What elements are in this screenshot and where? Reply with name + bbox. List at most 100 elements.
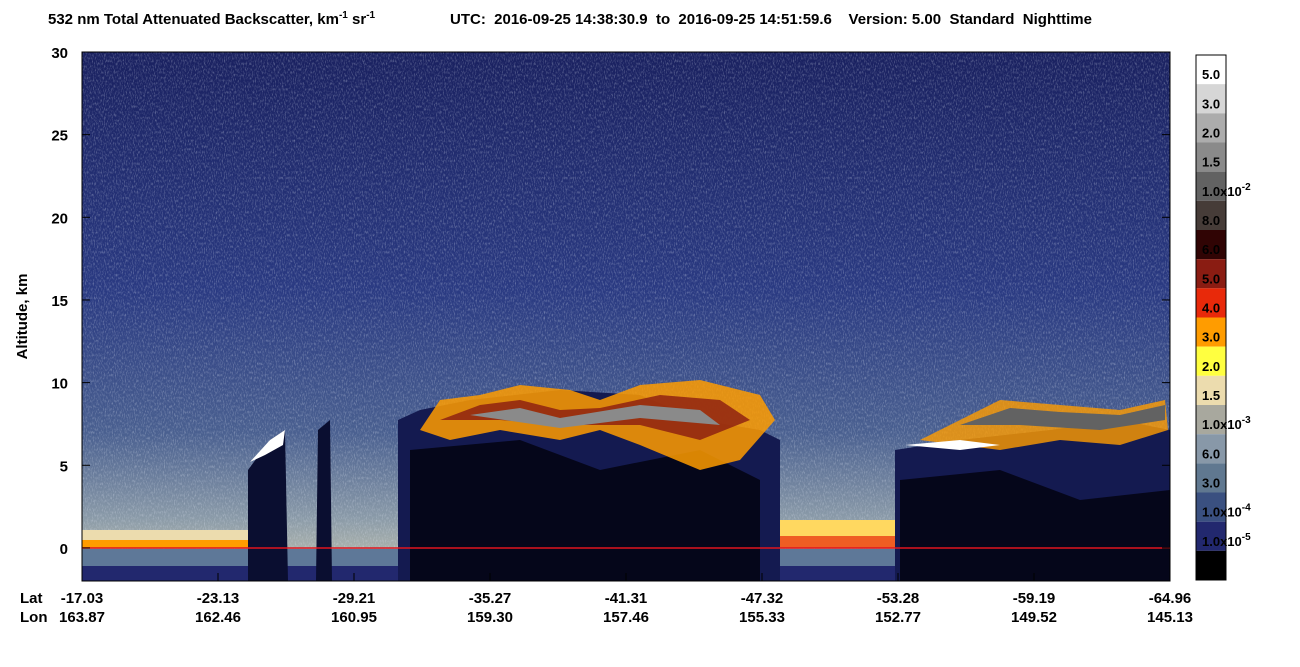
lat-label: -29.21 xyxy=(333,590,376,607)
y-tick-label: 10 xyxy=(51,376,68,393)
lat-label: -17.03 xyxy=(61,590,104,607)
colorbar-label-text: 4.0 xyxy=(1202,301,1220,316)
colorbar: 5.03.02.01.51.0x10-28.06.05.04.03.02.01.… xyxy=(1195,54,1251,581)
lon-label: 159.30 xyxy=(467,609,513,626)
y-tick-label: 15 xyxy=(51,293,68,310)
x-row-label: Lat xyxy=(20,590,43,607)
colorbar-label: 5.0 xyxy=(1202,67,1220,82)
colorbar-label-text: 5.0 xyxy=(1202,67,1220,82)
cloud xyxy=(905,440,1000,450)
colorbar-label: 1.0x10-5 xyxy=(1202,532,1251,549)
colorbar-label-text: 6.0 xyxy=(1202,242,1220,257)
colorbar-label-exponent: -2 xyxy=(1242,182,1251,193)
colorbar-label-exponent: -4 xyxy=(1242,503,1251,514)
colorbar-swatch xyxy=(1196,346,1226,376)
aerosol xyxy=(82,540,252,548)
title-text: sr xyxy=(348,11,367,28)
colorbar-label-text: 3.0 xyxy=(1202,330,1220,345)
x-row-label: Lon xyxy=(20,609,48,626)
colorbar-label: 5.0 xyxy=(1202,271,1220,286)
lat-label: -59.19 xyxy=(1013,590,1056,607)
cloud-column xyxy=(900,470,1170,581)
cloud xyxy=(960,405,1165,430)
y-tick-label: 20 xyxy=(51,210,68,227)
title-text: 532 nm Total Attenuated Backscatter, km xyxy=(48,11,339,28)
colorbar-swatch xyxy=(1196,230,1226,260)
colorbar-swatch xyxy=(1196,463,1226,493)
lon-label: 162.46 xyxy=(195,609,241,626)
colorbar-label: 3.0 xyxy=(1202,96,1220,111)
colorbar-frame xyxy=(1195,54,1227,581)
backscatter-image xyxy=(82,52,1170,581)
colorbar-swatch xyxy=(1196,521,1226,551)
colorbar-label-text: 2.0 xyxy=(1202,359,1220,374)
colorbar-swatch xyxy=(1196,434,1226,464)
cloud-column xyxy=(248,430,288,581)
lon-label: 160.95 xyxy=(331,609,377,626)
colorbar-label: 8.0 xyxy=(1202,213,1220,228)
y-tick-label: 25 xyxy=(51,128,68,145)
colorbar-swatch xyxy=(1196,84,1226,114)
title-superscript: -1 xyxy=(339,10,348,21)
cloud-column xyxy=(410,440,760,581)
y-tick-label: 0 xyxy=(60,541,68,558)
chart-subtitle: UTC: 2016-09-25 14:38:30.9 to 2016-09-25… xyxy=(450,11,1092,28)
lon-label: 149.52 xyxy=(1011,609,1057,626)
colorbar-label: 2.0 xyxy=(1202,126,1220,141)
colorbar-swatch xyxy=(1196,375,1226,405)
chart-title: 532 nm Total Attenuated Backscatter, km-… xyxy=(48,10,376,28)
aerosol xyxy=(780,536,895,548)
colorbar-label-text: 3.0 xyxy=(1202,96,1220,111)
colorbar-label-text: 1.0x10 xyxy=(1202,505,1242,520)
colorbar-label: 1.5 xyxy=(1202,388,1220,403)
colorbar-swatch xyxy=(1196,171,1226,201)
colorbar-label-text: 5.0 xyxy=(1202,271,1220,286)
colorbar-swatch xyxy=(1196,113,1226,143)
colorbar-label: 1.0x10-4 xyxy=(1202,503,1251,520)
colorbar-label-text: 3.0 xyxy=(1202,476,1220,491)
colorbar-label-text: 1.5 xyxy=(1202,155,1220,170)
colorbar-swatch xyxy=(1196,492,1226,522)
lat-label: -23.13 xyxy=(197,590,240,607)
colorbar-label: 3.0 xyxy=(1202,330,1220,345)
colorbar-swatch xyxy=(1196,317,1226,347)
colorbar-swatch xyxy=(1196,142,1226,172)
colorbar-label-text: 1.0x10 xyxy=(1202,184,1242,199)
colorbar-label-exponent: -5 xyxy=(1242,532,1251,543)
colorbar-label: 3.0 xyxy=(1202,476,1220,491)
lon-label: 157.46 xyxy=(603,609,649,626)
colorbar-label: 6.0 xyxy=(1202,446,1220,461)
lon-label: 155.33 xyxy=(739,609,785,626)
lat-label: -64.96 xyxy=(1149,590,1192,607)
colorbar-swatch xyxy=(1196,550,1226,580)
colorbar-label-text: 2.0 xyxy=(1202,126,1220,141)
cloud xyxy=(250,430,285,462)
colorbar-label-text: 6.0 xyxy=(1202,446,1220,461)
colorbar-label-text: 1.5 xyxy=(1202,388,1220,403)
lat-label: -47.32 xyxy=(741,590,784,607)
colorbar-label: 1.0x10-2 xyxy=(1202,182,1251,199)
axes: 0 5 10 15 20 25 30 Altitude, km Lat Lon -17.03 163.… xyxy=(14,45,1193,626)
colorbar-swatch xyxy=(1196,405,1226,435)
colorbar-label: 4.0 xyxy=(1202,301,1220,316)
colorbar-label-exponent: -3 xyxy=(1242,415,1251,426)
cloud-column xyxy=(316,420,332,581)
colorbar-swatch xyxy=(1196,288,1226,318)
y-tick-label: 30 xyxy=(51,45,68,62)
lon-label: 145.13 xyxy=(1147,609,1193,626)
colorbar-swatch xyxy=(1196,55,1226,85)
lon-label: 163.87 xyxy=(59,609,105,626)
colorbar-label-text: 1.0x10 xyxy=(1202,417,1242,432)
colorbar-swatch xyxy=(1196,200,1226,230)
lat-label: -35.27 xyxy=(469,590,512,607)
cloud xyxy=(470,405,720,428)
colorbar-label-text: 1.0x10 xyxy=(1202,534,1242,549)
colorbar-swatch xyxy=(1196,259,1226,289)
lon-label: 152.77 xyxy=(875,609,921,626)
colorbar-label: 1.0x10-3 xyxy=(1202,415,1251,432)
y-axis-label: Altitude, km xyxy=(14,274,31,360)
colorbar-label: 1.5 xyxy=(1202,155,1220,170)
colorbar-label: 6.0 xyxy=(1202,242,1220,257)
title-superscript: -1 xyxy=(366,10,375,21)
